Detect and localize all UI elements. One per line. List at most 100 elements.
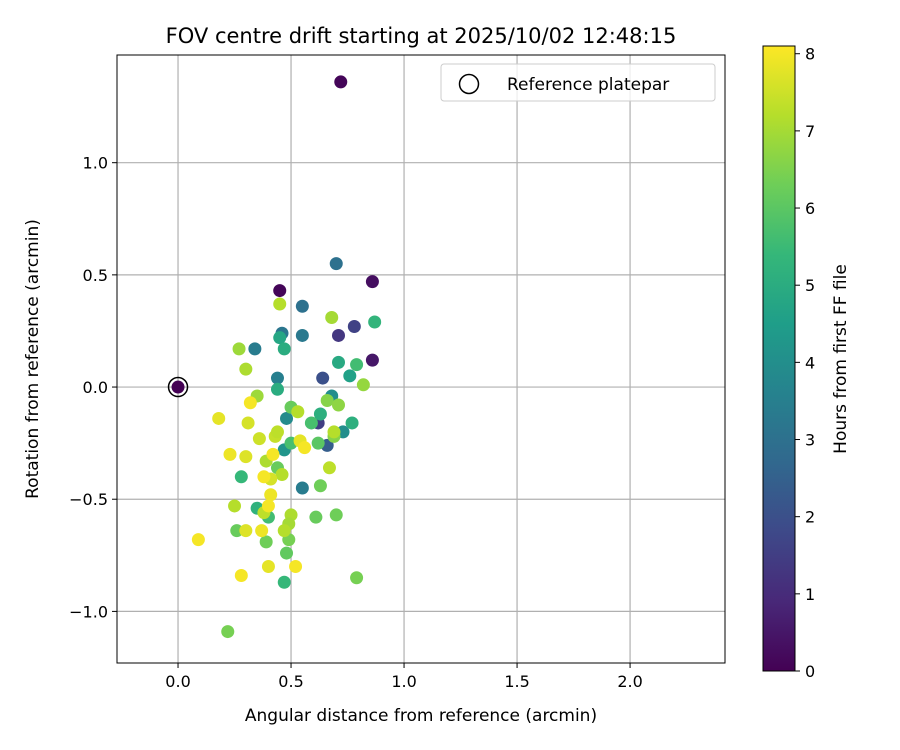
x-tick-label: 2.0 [617,672,642,691]
data-point [332,398,346,412]
colorbar-tick-label: 3 [805,431,815,450]
colorbar-tick-label: 0 [805,662,815,681]
data-point [332,328,346,342]
colorbar-tick-label: 1 [805,585,815,604]
colorbar-tick-label: 2 [805,508,815,527]
colorbar-gradient [763,46,795,671]
colorbar-tick-label: 6 [805,199,815,218]
data-point [343,369,357,383]
data-point [255,524,269,538]
data-point [309,510,323,524]
data-point [365,275,379,289]
data-point [325,310,339,324]
colorbar-tick-label: 5 [805,276,815,295]
data-point [257,470,271,484]
data-point [270,371,284,385]
data-point [261,499,275,513]
data-point [332,355,346,369]
data-points [167,75,382,639]
colorbar: 0 1 2 3 4 5 6 7 8 Hours from first FF file [762,45,851,681]
data-point [277,524,291,538]
data-point [234,569,248,583]
data-point [345,416,359,430]
x-tick-label: 0.0 [165,672,190,691]
grid [117,55,725,663]
data-point [347,319,361,333]
x-tick-label: 1.5 [504,672,529,691]
data-point [252,432,266,446]
data-point [313,407,327,421]
colorbar-tick-label: 4 [805,353,815,372]
data-point [270,382,284,396]
data-point [291,405,305,419]
data-point [329,508,343,522]
data-point [295,328,309,342]
y-tick-label: −0.5 [69,490,108,509]
data-point [230,524,244,538]
data-point [261,560,275,574]
data-point [239,524,253,538]
data-point [304,416,318,430]
data-point [275,468,289,482]
data-point [316,371,330,385]
data-point [295,299,309,313]
data-point [356,378,370,392]
legend-marker [458,73,480,95]
data-point [234,470,248,484]
data-point [264,488,278,502]
legend-box [440,63,716,102]
data-point [298,441,312,455]
data-point [243,396,257,410]
y-axis-ticks: −1.0 −0.5 0.0 0.5 1.0 [69,154,117,621]
data-point [295,481,309,495]
x-tick-label: 0.5 [278,672,303,691]
data-point [239,450,253,464]
plot-frame [116,54,726,664]
data-point [365,353,379,367]
data-point [241,416,255,430]
y-axis-label: Rotation from reference (arcmin) [23,219,43,499]
reference-marker [167,376,189,398]
y-tick-label: 0.5 [83,266,108,285]
data-point [327,425,341,439]
x-tick-label: 1.0 [391,672,416,691]
data-point [232,342,246,356]
chart-title: FOV centre drift starting at 2025/10/02 … [166,24,677,48]
data-point [368,315,382,329]
y-tick-label: −1.0 [69,602,108,621]
data-point [270,425,284,439]
data-point [223,447,237,461]
data-point [221,625,235,639]
data-point [248,342,262,356]
data-point [273,331,287,345]
data-point [289,560,303,574]
data-point [350,571,364,585]
data-point [228,499,242,513]
legend-label: Reference platepar [507,75,669,95]
data-point [266,447,280,461]
data-point [273,284,287,298]
data-point [350,358,364,372]
data-point [313,479,327,493]
data-point [171,380,185,394]
data-point [277,342,291,356]
x-axis-label: Angular distance from reference (arcmin) [245,706,597,726]
colorbar-label: Hours from first FF file [831,264,851,454]
x-axis-ticks: 0.0 0.5 1.0 1.5 2.0 [165,663,643,691]
data-point [322,461,336,475]
data-point [334,75,348,89]
data-point [311,436,325,450]
data-point [191,533,205,547]
data-point [320,394,334,408]
data-point [273,297,287,311]
data-point [277,575,291,589]
colorbar-tick-label: 8 [805,45,815,64]
data-point [280,546,294,560]
colorbar-ticks: 0 1 2 3 4 5 6 7 8 [795,45,815,681]
colorbar-frame [762,45,796,672]
colorbar-tick-label: 7 [805,122,815,141]
data-point [212,411,226,425]
data-point [280,411,294,425]
